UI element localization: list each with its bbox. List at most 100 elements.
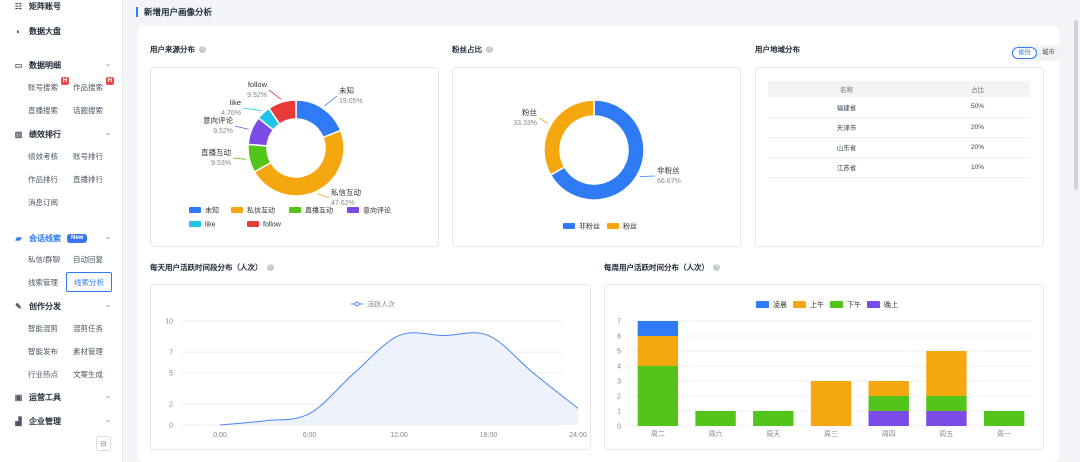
nav-edit-task[interactable]: 混剪任务 — [73, 324, 103, 333]
pie-slice[interactable] — [549, 99, 645, 201]
nav-works-rank[interactable]: 作品排行 — [28, 175, 58, 184]
legend-label[interactable]: 意向评论 — [363, 206, 391, 215]
legend-swatch — [563, 223, 575, 229]
pie-icon: ◐ — [16, 26, 21, 36]
scrollbar[interactable] — [1072, 0, 1080, 462]
help-icon[interactable]: ? — [713, 264, 720, 271]
cell-ratio: 20% — [925, 117, 1030, 138]
legend-label[interactable]: 直播互动 — [305, 206, 333, 215]
help-icon[interactable]: ? — [266, 264, 274, 271]
collapse-sidebar-button[interactable]: ⊟ — [96, 436, 111, 451]
legend-label[interactable]: 非粉丝 — [579, 222, 600, 231]
legend-label[interactable]: 晚上 — [884, 300, 898, 309]
nav-leads[interactable]: ▰ 会话线索 New ⌄ — [0, 228, 122, 248]
toggle-city[interactable]: 城市 — [1042, 49, 1055, 56]
x-tick-label: 周一 — [997, 430, 1011, 438]
bar-segment[interactable] — [868, 381, 909, 396]
nav-msg-sub[interactable]: 消息订阅 — [28, 198, 58, 207]
nav-dashboard[interactable]: ◐ 数据大盘 — [0, 21, 122, 41]
toggle-province[interactable]: 省份 — [1012, 47, 1037, 59]
nav-material-mgmt[interactable]: 素材管理 — [73, 347, 103, 356]
nav-lead-analysis[interactable]: 线索分析 — [66, 272, 112, 292]
pie-slice[interactable] — [253, 129, 345, 197]
chevron-down-icon: ⌄ — [105, 234, 111, 241]
cell-name: 山东省 — [768, 137, 926, 158]
nav-topic-search[interactable]: 话题搜索 — [73, 106, 103, 115]
bar-segment[interactable] — [926, 396, 967, 411]
bar-segment[interactable] — [695, 411, 736, 426]
legend-swatch — [756, 301, 769, 308]
help-icon[interactable]: ? — [199, 46, 206, 53]
nav-works-search[interactable]: 作品搜索 — [73, 83, 103, 92]
nav-creation[interactable]: ✎ 创作分发 ⌄ — [0, 296, 122, 316]
weekly-bar-chart: 0 1 2 3 4 5 6 7 周二 周六 周天 周三 周四 周五 周一 凌晨 上午 下午 晚上 — [617, 300, 1033, 438]
weekly-title-text: 每周用户活跃时间分布（人次） — [604, 263, 709, 272]
nav-private-group[interactable]: 私信/群聊 — [28, 255, 61, 264]
legend-label[interactable]: follow — [263, 222, 282, 229]
y-tick-label: 7 — [169, 350, 173, 357]
legend-swatch — [189, 221, 201, 227]
legend-label[interactable]: 凌晨 — [773, 300, 787, 309]
nav-smart-edit[interactable]: 智能混剪 — [28, 324, 58, 333]
legend-label[interactable]: 下午 — [847, 300, 861, 309]
nav-auto-reply[interactable]: 自动回复 — [73, 255, 103, 264]
legend-label[interactable]: like — [205, 222, 216, 229]
nav-account-rank[interactable]: 账号排行 — [73, 152, 103, 161]
bar-segment[interactable] — [810, 381, 852, 426]
pie-slice[interactable] — [295, 99, 342, 139]
bar-segment[interactable] — [926, 351, 967, 396]
help-icon[interactable]: ? — [486, 46, 493, 53]
nav-industry-hot[interactable]: 行业热点 — [28, 370, 58, 379]
sidebar: ☷ 矩阵账号 ◐ 数据大盘 ▭ 数据明细 ⌄ 账号搜索 H 作品搜索 H 直播搜… — [0, 0, 123, 462]
nav-label: 企业管理 — [29, 416, 61, 426]
bar-segment[interactable] — [868, 411, 909, 426]
nav-enterprise[interactable]: ▟ 企业管理 ⌄ — [0, 411, 122, 431]
nav-data-detail[interactable]: ▭ 数据明细 ⌄ — [0, 55, 122, 75]
nav-live-search[interactable]: 直播搜索 — [28, 106, 58, 115]
fans-card: 非粉丝 66.67% 粉丝 33.33% 非粉丝 粉丝 — [452, 67, 741, 247]
bar-segment[interactable] — [637, 336, 679, 366]
legend-label[interactable]: 粉丝 — [623, 222, 637, 231]
chevron-down-icon: ⌄ — [105, 61, 111, 68]
slice-percent-label: 4.76% — [221, 110, 241, 117]
y-tick-label: 0 — [169, 423, 173, 430]
x-tick-label: 24:00 — [569, 432, 587, 439]
legend-label[interactable]: 未知 — [205, 206, 219, 215]
nav-account-search[interactable]: 账号搜索 — [28, 83, 58, 92]
source-title-text: 用户来源分布 — [150, 45, 195, 54]
cell-name: 天津市 — [768, 117, 926, 138]
pie-slice[interactable] — [543, 99, 595, 177]
series-line[interactable] — [219, 332, 579, 426]
bar-segment[interactable] — [637, 321, 679, 336]
pie-leader-line — [242, 107, 262, 111]
nav-lead-mgmt[interactable]: 线索管理 — [28, 278, 58, 287]
legend-label[interactable]: 私信互动 — [247, 206, 275, 215]
cell-name: 福建省 — [768, 97, 926, 118]
legend-label[interactable]: 活跃人次 — [367, 300, 395, 309]
scrollbar-thumb[interactable] — [1074, 20, 1078, 190]
daily-line-chart: 0 2 5 7 10 0:00 6:00 12:00 18:00 24:00 活跃人次 — [165, 300, 587, 440]
x-tick-label: 周三 — [824, 430, 838, 438]
slice-percent-label: 66.67% — [657, 178, 681, 185]
bar-segment[interactable] — [926, 411, 967, 426]
nav-perf-review[interactable]: 绩效考核 — [28, 152, 58, 161]
nav-ops-tools[interactable]: ▣ 运营工具 ⌄ — [0, 387, 122, 407]
region-title: 用户地域分布 — [755, 44, 800, 55]
nav-ranking[interactable]: ▥ 绩效排行 ⌄ — [0, 124, 122, 144]
hot-badge: H — [61, 77, 69, 85]
chevron-down-icon: ⌄ — [105, 302, 111, 309]
nav-live-rank[interactable]: 直播排行 — [73, 175, 103, 184]
slice-percent-label: 9.52% — [213, 128, 233, 135]
nav-smart-publish[interactable]: 智能发布 — [28, 347, 58, 356]
bar-segment[interactable] — [753, 411, 794, 426]
legend-label[interactable]: 上午 — [810, 300, 824, 309]
bar-segment[interactable] — [868, 396, 909, 411]
nav-matrix-account[interactable]: ☷ 矩阵账号 — [0, 0, 122, 16]
nav-label: 会话线索 — [29, 233, 61, 243]
pie-slice[interactable] — [267, 99, 297, 126]
bar-segment[interactable] — [983, 411, 1025, 426]
bar-segment[interactable] — [637, 366, 679, 426]
nav-copy-gen[interactable]: 文案生成 — [73, 370, 103, 379]
grid-icon: ☷ — [14, 1, 23, 11]
nav-label: 数据大盘 — [29, 26, 61, 36]
